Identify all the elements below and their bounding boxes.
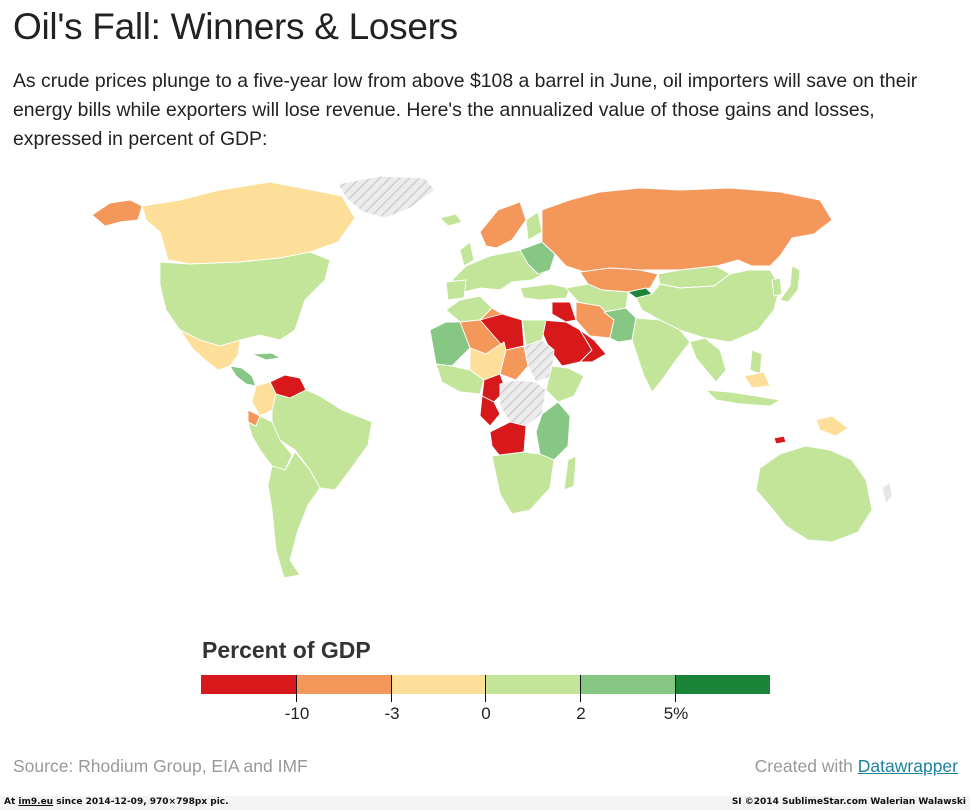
footer-right: SI ©2014 SublimeStar.com Walerian Walaws… [731,797,966,807]
region-east-africa[interactable] [535,401,571,461]
legend-bin-minus-10-to-minus-3 [295,675,391,694]
legend-bin-minus-3-to-0 [390,675,486,694]
credit: Created with Datawrapper [755,756,958,777]
legend-bin-0-to-2 [485,675,581,694]
legend-label: 0 [481,704,491,723]
region-timor[interactable] [773,435,787,445]
legend-tick [580,675,581,702]
legend-title: Percent of GDP [202,637,371,663]
region-brunei-malaysia[interactable] [743,371,771,389]
region-angola[interactable] [489,421,527,457]
region-peru-bolivia[interactable] [247,415,293,471]
legend-bin-2-to-5 [580,675,676,694]
region-finland[interactable] [525,211,543,241]
legend-bin-above-5 [675,675,770,694]
legend-tick [296,675,297,702]
region-papua-new-guinea[interactable] [815,415,849,437]
region-iraq[interactable] [551,301,577,323]
region-indonesia[interactable] [705,389,781,407]
legend-color-scale [201,675,770,694]
credit-prefix: Created with [754,756,853,776]
page-title: Oil's Fall: Winners & Losers [13,6,458,47]
region-central-africa[interactable] [499,379,547,427]
region-chad[interactable] [499,345,529,381]
region-russia[interactable] [541,187,833,273]
region-pakistan-afghanistan[interactable] [603,307,637,343]
region-west-africa[interactable] [435,363,485,395]
region-scandinavia[interactable] [479,201,527,249]
region-congo[interactable] [479,395,501,427]
region-australia[interactable] [755,445,873,543]
region-canada[interactable] [141,181,356,265]
footer-left-suffix: since 2014-12-09, 970×798px pic. [56,797,229,807]
region-uk[interactable] [459,241,475,267]
im9-link[interactable]: im9.eu [18,797,54,807]
footer-bar: At im9.eu since 2014-12-09, 970×798px pi… [0,796,970,810]
region-oman-yemen[interactable] [579,329,607,363]
legend-tick [391,675,392,702]
region-iberia[interactable] [445,279,467,301]
region-ethiopia-somalia[interactable] [545,365,585,403]
region-japan[interactable] [779,265,801,303]
region-southeast-asia[interactable] [689,337,727,383]
region-greenland[interactable] [337,175,436,219]
region-philippines[interactable] [749,349,763,375]
region-korea[interactable] [771,277,783,297]
legend-label: -10 [284,704,310,723]
region-alaska[interactable] [91,199,143,227]
legend-label: 2 [576,704,586,723]
region-madagascar[interactable] [563,455,577,491]
region-cuba[interactable] [251,352,281,361]
source-note: Source: Rhodium Group, EIA and IMF [13,756,308,776]
intro-text: As crude prices plunge to a five-year lo… [13,70,918,150]
region-india[interactable] [631,317,691,393]
legend-tick [485,675,486,702]
region-turkey[interactable] [519,283,571,301]
legend-label: 5% [663,704,689,723]
region-southern-africa[interactable] [491,451,555,515]
legend-tick [675,675,676,702]
region-central-america[interactable] [229,365,257,387]
world-map [80,170,940,595]
region-mexico[interactable] [179,329,241,371]
datawrapper-link[interactable]: Datawrapper [857,756,958,776]
legend-bin-below-minus-10 [201,675,296,694]
region-usa[interactable] [159,251,331,347]
legend-label: -3 [384,704,400,723]
region-iceland[interactable] [439,213,463,227]
region-argentina-chile[interactable] [267,451,321,579]
footer-left: At im9.eu since 2014-12-09, 970×798px pi… [4,797,229,807]
footer-left-prefix: At [4,797,16,807]
region-new-zealand[interactable] [881,481,893,505]
